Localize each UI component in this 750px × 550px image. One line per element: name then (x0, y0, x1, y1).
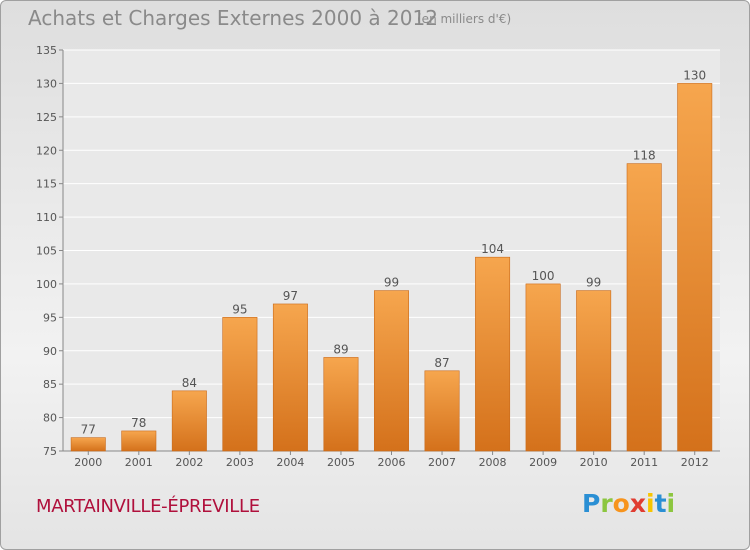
y-tick-label: 100 (36, 278, 57, 291)
x-tick-label: 2001 (125, 456, 153, 469)
y-tick-label: 105 (36, 245, 57, 258)
data-label: 87 (434, 356, 449, 370)
y-tick-label: 125 (36, 111, 57, 124)
data-label: 99 (586, 276, 601, 290)
data-label: 78 (131, 416, 146, 430)
bar (424, 370, 460, 452)
data-label: 104 (481, 242, 504, 256)
chart-subtitle: (en milliers d'€) (417, 12, 512, 26)
data-label: 130 (683, 68, 706, 82)
bar (323, 357, 359, 452)
chart-title: Achats et Charges Externes 2000 à 2012 (28, 6, 438, 30)
x-tick-label: 2002 (175, 456, 203, 469)
bar (171, 390, 207, 452)
y-tick-label: 75 (43, 445, 57, 458)
data-label: 100 (532, 269, 555, 283)
data-label: 97 (283, 289, 298, 303)
y-tick-label: 115 (36, 178, 57, 191)
x-tick-label: 2008 (479, 456, 507, 469)
x-tick-label: 2009 (529, 456, 557, 469)
bar (272, 303, 308, 452)
x-tick-label: 2010 (580, 456, 608, 469)
bar (121, 430, 157, 452)
logo-letter: i (666, 489, 676, 518)
bar (677, 83, 713, 452)
bar (70, 437, 106, 452)
logo-letter: t (654, 489, 667, 518)
logo-letter: o (612, 489, 630, 518)
data-label: 95 (232, 302, 247, 316)
y-tick-label: 85 (43, 378, 57, 391)
proxiti-logo: Proxiti (582, 489, 675, 518)
commune-name: MARTAINVILLE-ÉPREVILLE (36, 496, 260, 517)
data-label: 77 (81, 423, 96, 437)
bar (525, 283, 561, 452)
x-tick-label: 2012 (681, 456, 709, 469)
logo-letter: P (582, 489, 601, 518)
x-tick-label: 2005 (327, 456, 355, 469)
y-tick-label: 110 (36, 211, 57, 224)
bar (475, 256, 511, 452)
y-tick-label: 95 (43, 311, 57, 324)
x-tick-label: 2011 (630, 456, 658, 469)
bar (576, 290, 612, 452)
logo-letter: x (629, 489, 646, 518)
bar (374, 290, 409, 452)
bar (222, 317, 258, 452)
y-tick-label: 130 (36, 77, 57, 90)
logo-letter: r (600, 489, 613, 518)
data-label: 118 (633, 149, 656, 163)
x-tick-label: 2006 (378, 456, 406, 469)
x-tick-label: 2007 (428, 456, 456, 469)
y-tick-label: 120 (36, 144, 57, 157)
logo-letter: i (646, 489, 655, 518)
data-label: 99 (384, 276, 399, 290)
x-tick-label: 2003 (226, 456, 254, 469)
x-tick-label: 2004 (276, 456, 304, 469)
data-label: 84 (182, 376, 197, 390)
data-label: 89 (333, 342, 348, 356)
y-tick-label: 80 (43, 412, 57, 425)
x-tick-label: 2000 (74, 456, 102, 469)
bar (626, 163, 662, 452)
y-tick-label: 90 (43, 345, 57, 358)
y-tick-label: 135 (36, 44, 57, 57)
